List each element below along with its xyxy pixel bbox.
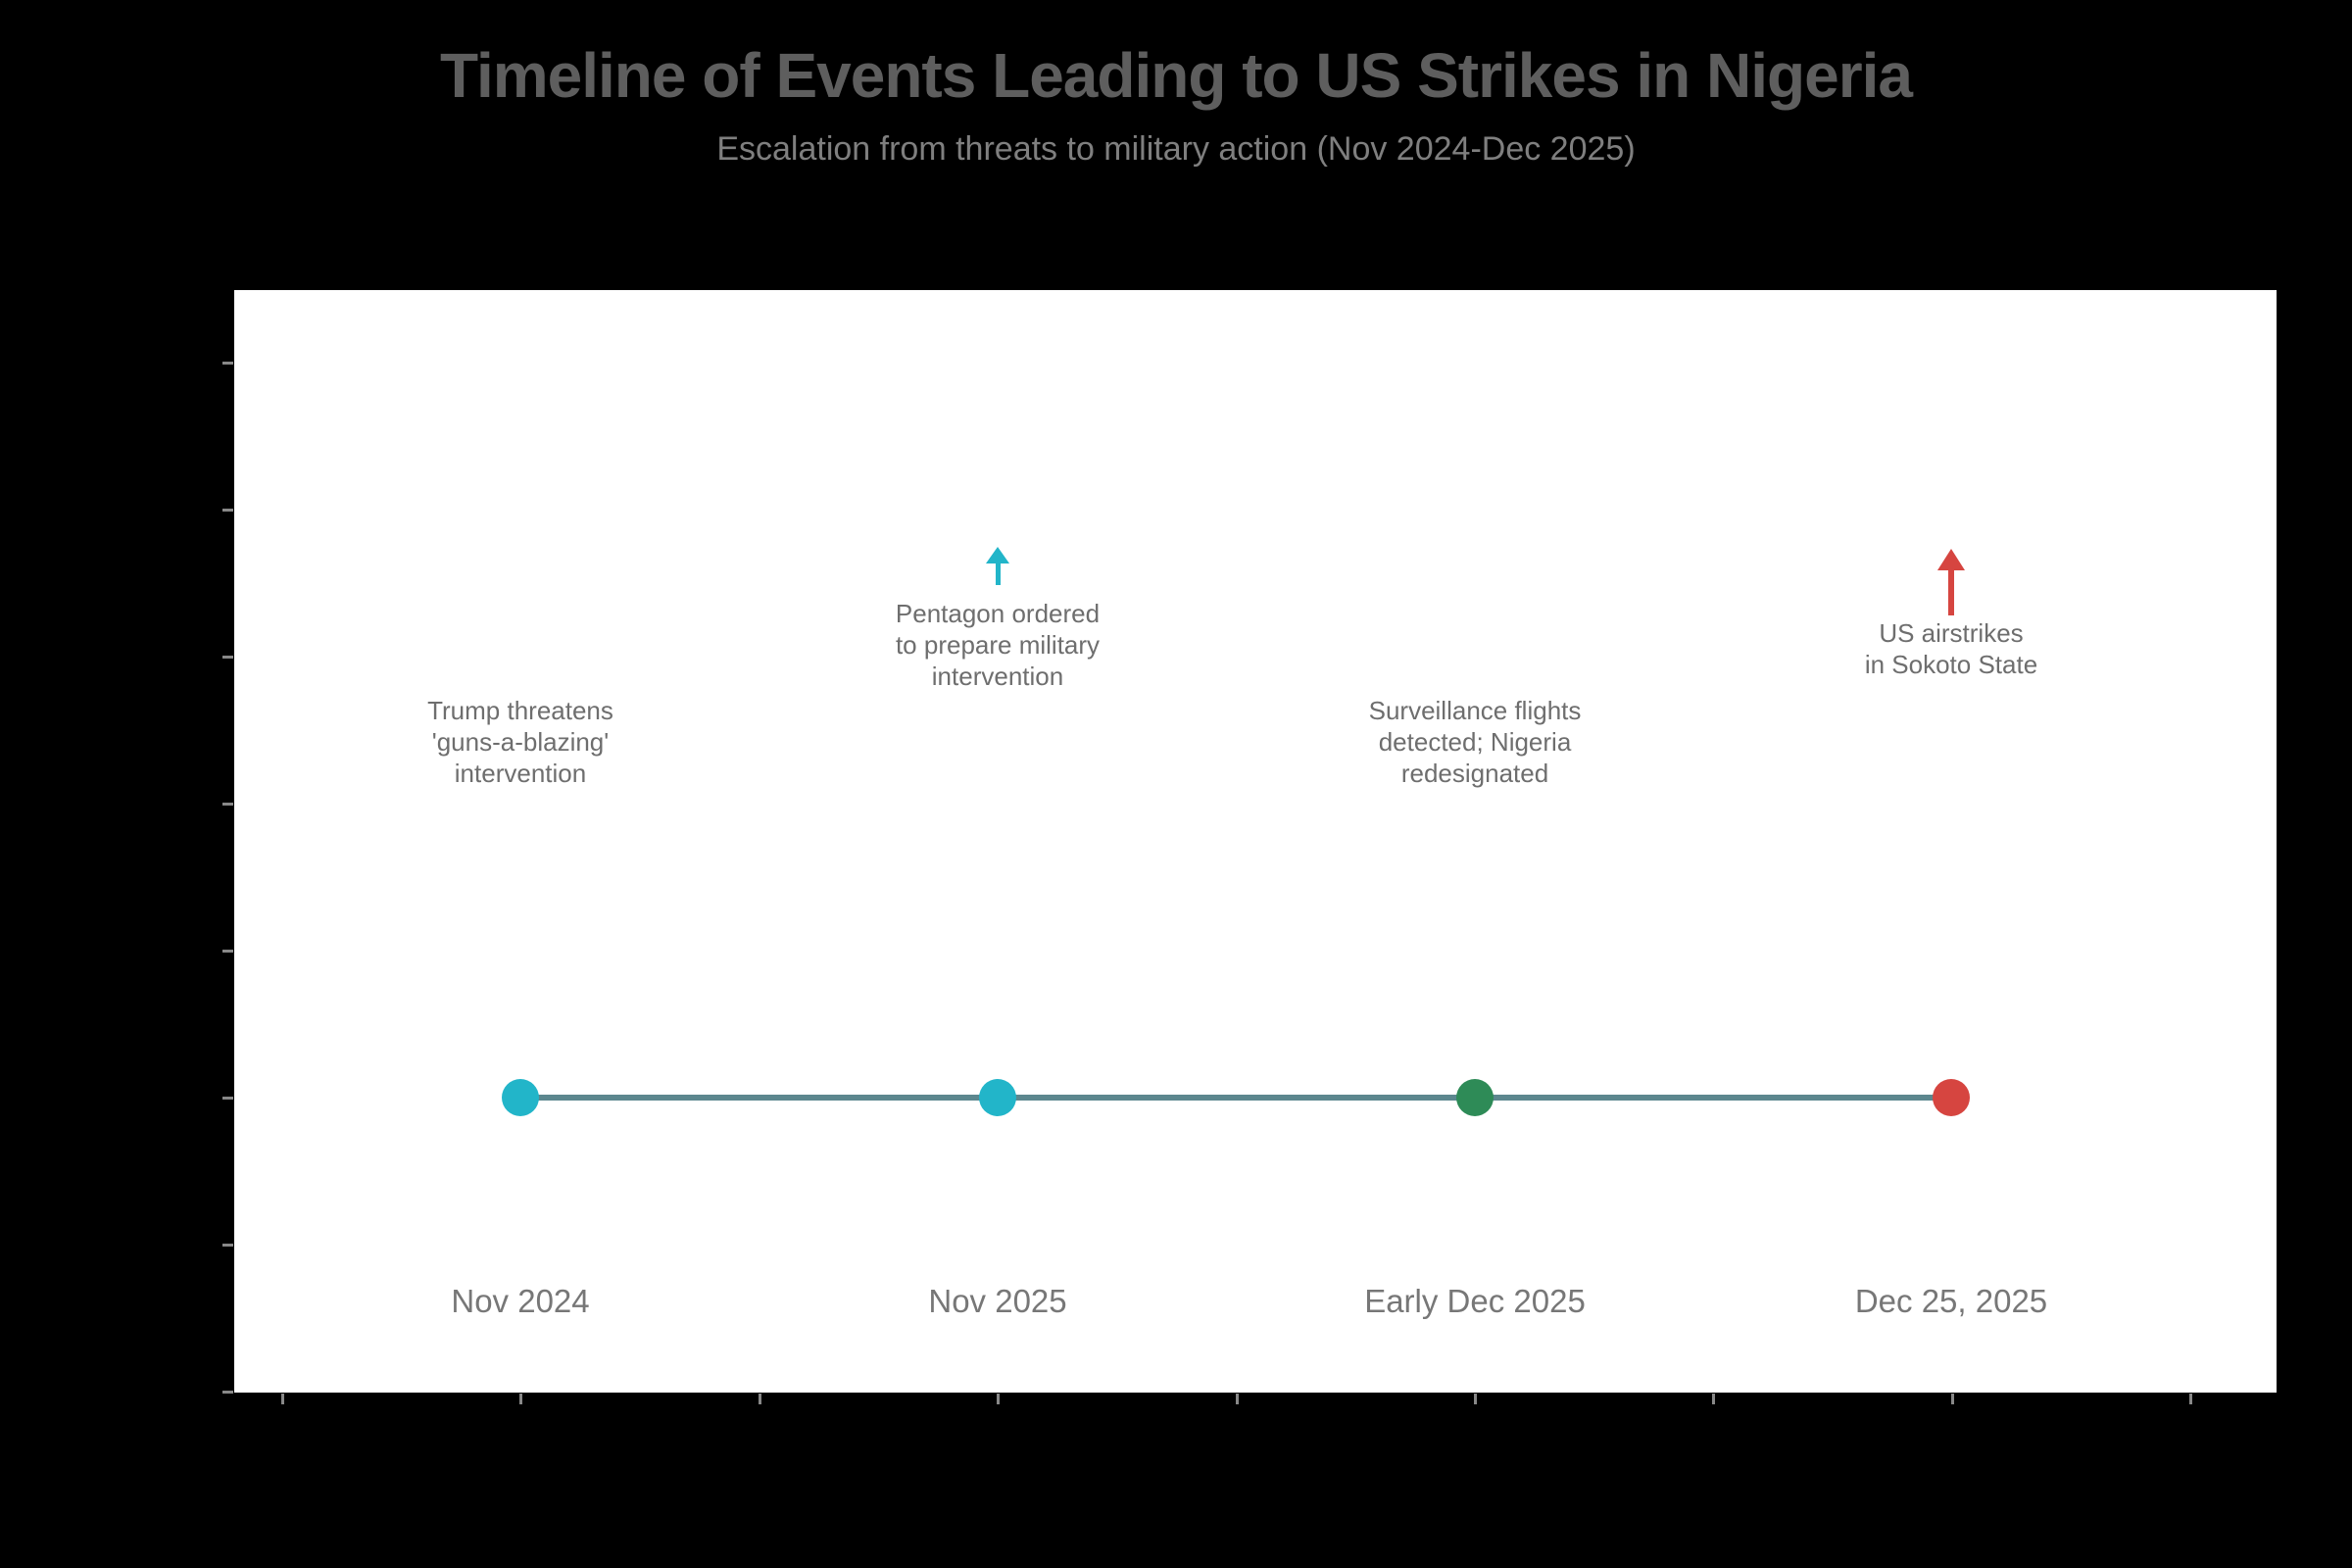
y-axis-tick <box>222 802 233 806</box>
annotation-line: in Sokoto State <box>1864 650 2038 679</box>
annotation-line: to prepare military <box>895 630 1101 660</box>
plot-area <box>234 290 2277 1393</box>
y-axis-tick <box>222 949 233 953</box>
annotation-line: detected; Nigeria <box>1378 727 1572 757</box>
event-annotation: Trump threatens'guns-a-blazing' intervent… <box>226 695 814 789</box>
y-axis-tick <box>222 1390 233 1394</box>
x-axis-tick <box>518 1394 522 1404</box>
event-date-label: Nov 2024 <box>451 1283 590 1319</box>
annotation-arrow-icon <box>986 547 1009 564</box>
annotation-line: 'guns-a-blazing' <box>431 727 610 757</box>
annotation-arrow-shaft <box>995 562 1001 585</box>
timeline-dot <box>1456 1079 1494 1116</box>
x-axis-tick <box>1473 1394 1477 1404</box>
annotation-arrow-icon <box>1937 549 1965 570</box>
y-axis-tick <box>222 508 233 512</box>
event-date-label: Dec 25, 2025 <box>1854 1283 2048 1319</box>
y-axis-tick <box>222 1096 233 1100</box>
timeline-dot <box>1933 1079 1970 1116</box>
y-axis-tick <box>222 1243 233 1247</box>
x-axis-tick <box>758 1394 761 1404</box>
event-annotation: Surveillance flights detected; Nigeria red… <box>1181 695 1769 789</box>
y-axis-tick <box>222 655 233 659</box>
chart-title: Timeline of Events Leading to US Strikes… <box>440 40 1913 111</box>
annotation-line: redesignated <box>1400 759 1549 788</box>
chart-subtitle: Escalation from threats to military acti… <box>716 130 1636 168</box>
annotation-line: intervention <box>931 662 1064 691</box>
x-axis-tick <box>1950 1394 1954 1404</box>
timeline-dot <box>502 1079 539 1116</box>
x-axis-tick <box>1711 1394 1715 1404</box>
annotation-line: Surveillance flights <box>1368 696 1582 725</box>
annotation-arrow-shaft <box>1948 568 1954 615</box>
annotation-line: intervention <box>454 759 587 788</box>
event-date-label: Nov 2025 <box>928 1283 1067 1319</box>
annotation-line: US airstrikes <box>1879 618 2024 648</box>
event-date-label: Early Dec 2025 <box>1364 1283 1586 1319</box>
x-axis-tick <box>2188 1394 2192 1404</box>
annotation-line: Pentagon ordered <box>895 599 1101 628</box>
timeline-dot <box>979 1079 1016 1116</box>
x-axis-tick <box>996 1394 1000 1404</box>
y-axis-tick <box>222 361 233 365</box>
event-annotation: US airstrikes in Sokoto State <box>1657 617 2245 680</box>
event-annotation: Pentagon ordered to prepare military inter… <box>704 598 1292 692</box>
x-axis-tick <box>280 1394 284 1404</box>
annotation-line: Trump threatens <box>427 696 613 725</box>
x-axis-tick <box>1235 1394 1239 1404</box>
timeline-line <box>520 1095 1951 1101</box>
